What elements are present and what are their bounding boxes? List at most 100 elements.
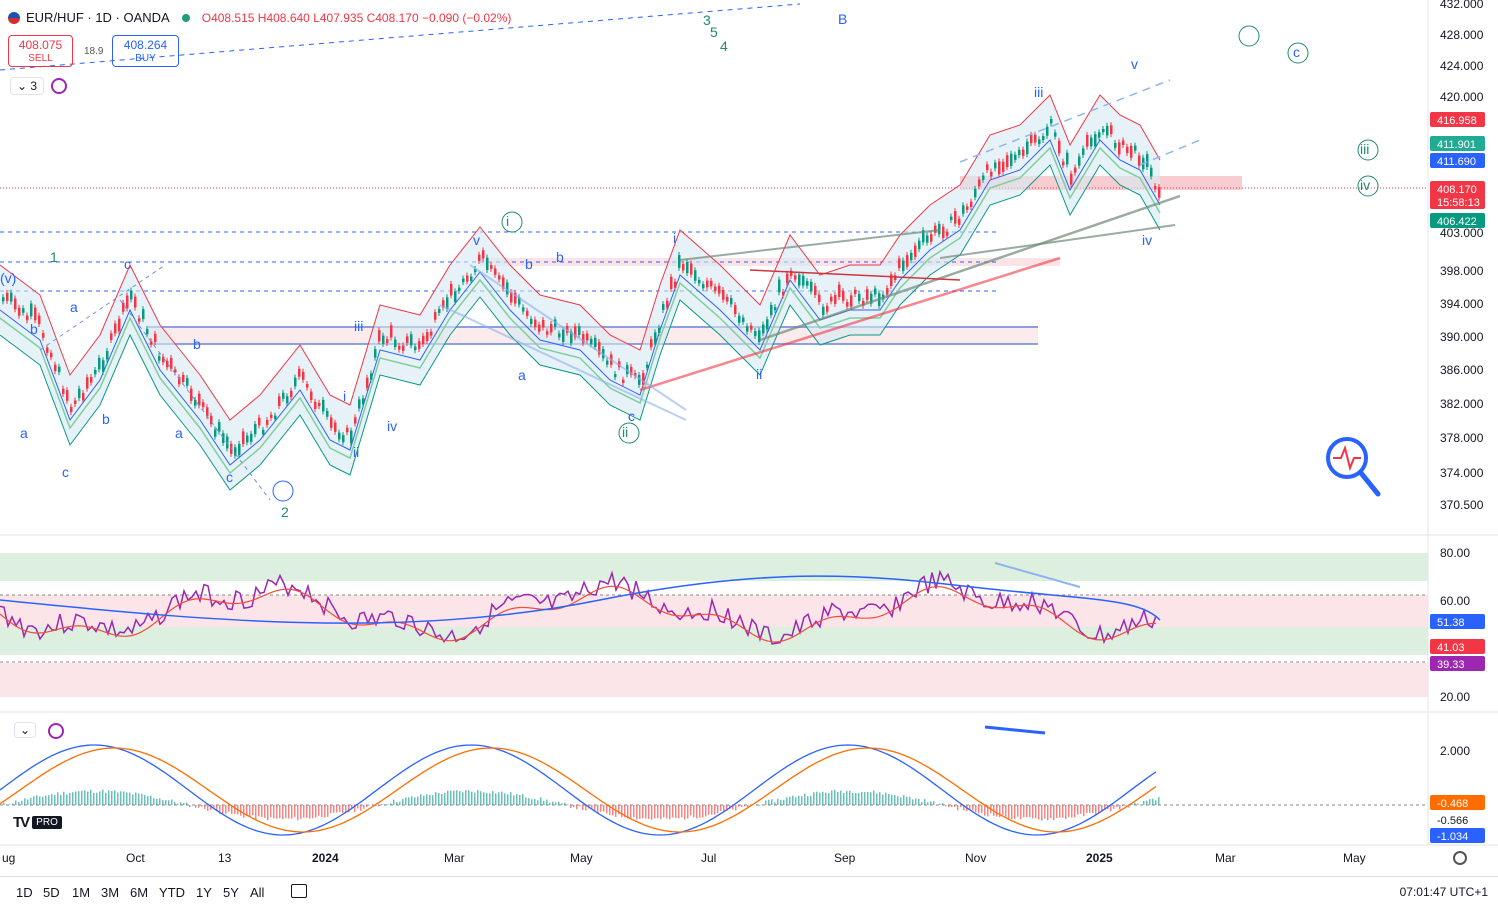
price-tag-label: 411.901 <box>1437 139 1476 151</box>
price-tick-label: 386.000 <box>1440 363 1484 377</box>
wave-label: ii <box>353 444 359 460</box>
macd-tag-label: -0.566 <box>1437 815 1468 827</box>
range-1d[interactable]: 1D <box>16 885 33 900</box>
rsi-overbought-zone <box>0 553 1428 581</box>
symbol-header: EUR/HUF · 1D · OANDA O408.515 H408.640 L… <box>8 10 511 25</box>
close-value: C408.170 <box>367 11 419 25</box>
range-1y[interactable]: 1Y <box>196 885 212 900</box>
price-tick-label: 432.000 <box>1440 0 1484 11</box>
range-ytd[interactable]: YTD <box>159 885 185 900</box>
bollinger-band-area <box>0 95 1160 490</box>
time-tick-label: Jul <box>701 851 716 865</box>
currency-flag-icon <box>8 12 20 24</box>
high-value: H408.640 <box>258 11 310 25</box>
range-5d[interactable]: 5D <box>43 885 60 900</box>
utc-clock[interactable]: 07:01:47 UTC+1 <box>1400 885 1488 899</box>
wave-label: c <box>226 469 233 485</box>
wave-label: 5 <box>710 24 718 40</box>
price-tag-label: 406.422 <box>1437 216 1477 228</box>
symbol-title[interactable]: EUR/HUF · 1D · OANDA <box>26 10 170 25</box>
wave-label: c <box>628 408 635 424</box>
wave-circle <box>502 212 522 232</box>
range-all[interactable]: All <box>250 885 264 900</box>
rsi-tag-label: 41.03 <box>1437 642 1465 654</box>
range-1m[interactable]: 1M <box>72 885 90 900</box>
price-tick-label: 382.000 <box>1440 397 1484 411</box>
change-value: −0.090 (−0.02%) <box>422 11 511 25</box>
sell-price: 408.075 <box>9 39 72 52</box>
macd-collapse-toggle[interactable]: ⌄ <box>14 722 36 738</box>
wave-label: ii <box>756 366 762 382</box>
price-tick-label: 424.000 <box>1440 59 1484 73</box>
wave-label: ii <box>622 424 628 440</box>
macd-line <box>0 745 1156 835</box>
price-tick-label: 374.000 <box>1440 466 1484 480</box>
sell-label: SELL <box>9 52 72 65</box>
low-value: L407.935 <box>313 11 363 25</box>
rsi-tag-label: 51.38 <box>1437 617 1465 629</box>
layers-count: 3 <box>30 79 37 93</box>
wave-label: 4 <box>720 38 728 54</box>
time-tick-label: ug <box>2 851 15 865</box>
buy-price: 408.264 <box>113 39 178 52</box>
price-tick-label: 403.000 <box>1440 226 1484 240</box>
wave-label: 1 <box>50 249 58 265</box>
indicator-layers-toggle[interactable]: ⌄ 3 <box>10 77 44 95</box>
macd-divergence-line <box>985 727 1045 733</box>
wave-label: a <box>20 425 28 441</box>
rsi-tick-label: 60.00 <box>1440 594 1470 608</box>
search-icon <box>1361 473 1378 494</box>
range-3m[interactable]: 3M <box>101 885 119 900</box>
wave-label: b <box>193 336 201 352</box>
rsi-tag-label: 39.33 <box>1437 659 1465 671</box>
time-tick-label: Oct <box>126 851 145 865</box>
wave-label: (v) <box>0 270 16 286</box>
price-tick-label: 378.000 <box>1440 431 1484 445</box>
price-tick-label: 420.000 <box>1440 90 1484 104</box>
chart-canvas[interactable]: 432.000428.000424.000420.000403.000398.0… <box>0 0 1498 876</box>
wave-label: a <box>518 367 526 383</box>
time-tick-label: Mar <box>1215 851 1236 865</box>
search-icon <box>1333 448 1361 468</box>
sell-button[interactable]: 408.075 SELL <box>8 35 73 67</box>
bottom-toolbar: 1D 5D 1M 3M 6M YTD 1Y 5Y All 07:01:47 UT… <box>0 876 1498 908</box>
market-status-icon <box>182 14 190 22</box>
wave-label: b <box>102 411 110 427</box>
wave-label: i <box>506 213 509 229</box>
wave-label: c <box>1293 44 1300 60</box>
time-tick-label: 2024 <box>312 851 339 865</box>
wave-label: a <box>175 425 183 441</box>
range-5y[interactable]: 5Y <box>223 885 239 900</box>
time-tick-label: 2025 <box>1086 851 1113 865</box>
wave-label: b <box>556 249 564 265</box>
range-6m[interactable]: 6M <box>130 885 148 900</box>
pro-badge: PRO <box>32 816 62 829</box>
macd-signal-line <box>0 748 1156 832</box>
tv-logo-mark: TV <box>13 814 28 831</box>
price-tag-label: 411.690 <box>1437 156 1476 168</box>
wave-label: iv <box>1360 177 1370 193</box>
buy-button[interactable]: 408.264 BUY <box>112 35 179 67</box>
settings-gear-icon[interactable] <box>1453 851 1467 865</box>
date-range-calendar-icon[interactable] <box>291 884 307 898</box>
wave-label: iii <box>1360 141 1369 157</box>
ohlc-values: O408.515 H408.640 L407.935 C408.170 −0.0… <box>202 11 512 25</box>
price-tag-label: 15:58:13 <box>1437 197 1480 209</box>
rsi-zone <box>0 627 1428 655</box>
time-tick-label: May <box>1343 851 1366 865</box>
macd-refresh-icon[interactable] <box>48 723 64 739</box>
wave-circle <box>273 481 293 501</box>
rsi-zone <box>0 595 1428 627</box>
wave-label: iv <box>1142 232 1152 248</box>
time-tick-label: May <box>570 851 593 865</box>
refresh-icon[interactable] <box>51 78 67 94</box>
rsi-oversold-zone <box>0 663 1428 697</box>
price-tag-label: 416.958 <box>1437 115 1477 127</box>
time-tick-label: Mar <box>444 851 465 865</box>
wave-label: v <box>473 232 480 248</box>
price-tick-label: 390.000 <box>1440 330 1484 344</box>
wave-label: i <box>673 230 676 246</box>
wave-circle <box>1239 26 1259 46</box>
wave-label: b <box>30 321 38 337</box>
time-tick-label: Sep <box>834 851 856 865</box>
